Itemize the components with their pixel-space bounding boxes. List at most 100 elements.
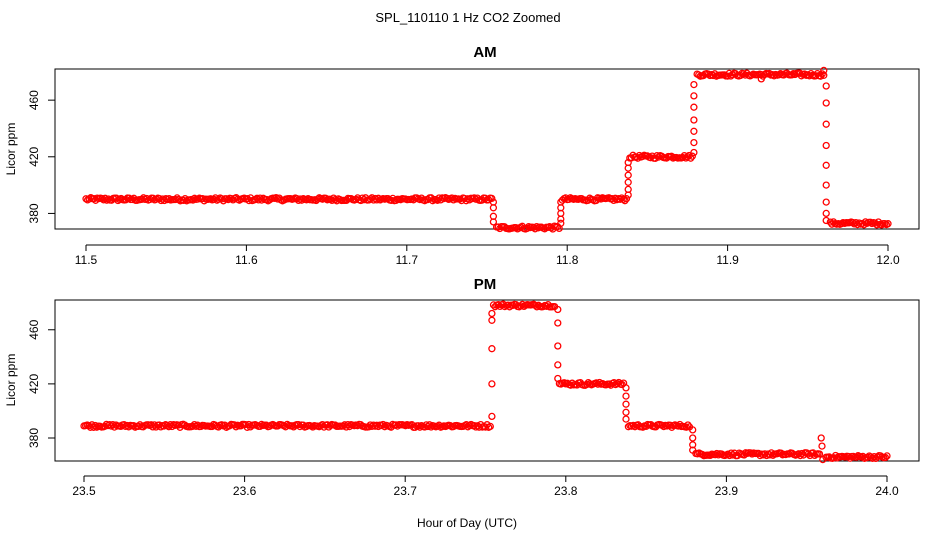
am-data-point xyxy=(822,99,830,107)
am-data-point xyxy=(822,141,830,150)
pm-data-point xyxy=(622,415,630,423)
pm-data-point xyxy=(294,420,303,429)
am-data-point xyxy=(687,154,695,162)
pm-x-tick-label: 23.8 xyxy=(554,484,578,498)
pm-y-tick-label: 380 xyxy=(27,428,41,448)
am-data-point xyxy=(690,92,698,100)
am-x-axis: 11.5 11.6 11.7 11.8 11.9 12.0 xyxy=(75,244,900,267)
am-data-point xyxy=(770,72,778,80)
am-x-tick-label: 11.7 xyxy=(396,253,419,267)
pm-data-point xyxy=(684,421,692,429)
am-data-point xyxy=(533,222,541,231)
am-data-point xyxy=(653,152,661,160)
am-data-point xyxy=(822,120,830,128)
am-data-point xyxy=(103,196,111,204)
am-data-point xyxy=(679,153,687,162)
pm-data-point xyxy=(804,450,812,458)
pm-data-point xyxy=(622,408,630,416)
pm-data-point xyxy=(554,374,562,383)
am-data-point xyxy=(189,196,197,204)
am-data-point xyxy=(646,154,655,162)
pm-data-point xyxy=(713,449,721,458)
am-data-point xyxy=(489,204,498,212)
am-x-tick-label: 11.9 xyxy=(716,253,739,267)
pm-data-point xyxy=(706,451,714,460)
am-data-point xyxy=(822,82,830,90)
am-data-point xyxy=(256,194,264,202)
am-data-point xyxy=(322,194,330,202)
am-data-point xyxy=(690,103,698,111)
am-data-point xyxy=(298,196,306,204)
x-axis-label: Hour of Day (UTC) xyxy=(417,516,517,530)
pm-y-axis-label: Licor ppm xyxy=(4,354,18,407)
am-data-point xyxy=(788,71,796,79)
am-data-point xyxy=(624,171,632,179)
figure-title: SPL_110110 1 Hz CO2 Zoomed xyxy=(375,10,560,25)
am-y-tick-label: 380 xyxy=(27,203,41,223)
pm-data-point xyxy=(622,392,630,400)
pm-data-point xyxy=(815,450,824,458)
am-data-point xyxy=(456,195,464,203)
am-panel: AM Licor ppm 11.5 11.6 11.7 11.8 11.9 12.0 38… xyxy=(4,44,920,267)
pm-panel: PM Licor ppm 23.5 23.6 23.7 23.8 23.9 24.0 38… xyxy=(4,276,920,498)
am-y-tick-label: 460 xyxy=(27,90,41,110)
am-data-point xyxy=(728,70,737,79)
pm-y-axis: 380 420 460 xyxy=(27,319,56,448)
pm-y-tick-label: 460 xyxy=(27,319,41,339)
am-data-point xyxy=(739,70,748,78)
am-data-point xyxy=(624,178,632,186)
am-panel-title: AM xyxy=(473,44,496,61)
am-plot-frame xyxy=(54,68,920,230)
pm-panel-title: PM xyxy=(474,276,497,293)
am-data-point xyxy=(621,197,629,205)
pm-data-point xyxy=(868,454,877,462)
pm-data-point xyxy=(622,400,630,408)
pm-data-point xyxy=(489,301,498,309)
am-data-point xyxy=(822,161,830,169)
pm-data-point xyxy=(416,423,424,431)
pm-data-point xyxy=(494,300,502,309)
am-data-point xyxy=(690,116,698,124)
pm-data-point xyxy=(610,379,618,387)
am-data-point xyxy=(820,71,828,79)
pm-data-point xyxy=(554,342,562,350)
am-data-point xyxy=(690,148,698,157)
am-data-point xyxy=(690,127,698,135)
pm-data-point xyxy=(488,345,496,353)
am-data-point xyxy=(624,185,632,194)
am-data-point xyxy=(429,197,437,205)
pm-data-point xyxy=(488,380,496,388)
pm-data-point xyxy=(554,305,562,314)
am-data-point xyxy=(667,152,676,160)
am-data-point xyxy=(624,158,632,167)
am-data-point xyxy=(822,181,830,189)
am-data-point xyxy=(690,138,698,147)
am-data-point xyxy=(688,152,696,160)
pm-x-axis: 23.5 23.6 23.7 23.8 23.9 24.0 xyxy=(72,475,899,498)
am-data-point xyxy=(822,198,830,206)
pm-data-point xyxy=(818,442,826,450)
am-x-tick-label: 11.6 xyxy=(235,253,258,267)
am-data-point xyxy=(884,220,892,228)
pm-data-point xyxy=(168,422,176,431)
pm-data-point xyxy=(689,426,697,434)
pm-data-point xyxy=(488,309,496,318)
am-data-point xyxy=(822,216,830,225)
pm-x-tick-label: 23.9 xyxy=(715,484,739,498)
pm-data-point xyxy=(622,384,630,392)
pm-data-point xyxy=(232,423,240,431)
pm-data-point xyxy=(554,361,562,369)
am-data-point xyxy=(619,195,627,204)
pm-data-point xyxy=(517,302,525,310)
am-y-axis: 380 420 460 xyxy=(27,90,56,223)
pm-data-point xyxy=(689,446,697,454)
pm-data-point xyxy=(817,434,825,442)
am-data-point xyxy=(206,195,215,203)
am-x-tick-label: 11.5 xyxy=(75,253,98,267)
pm-plot-frame xyxy=(54,299,920,462)
am-y-axis-label: Licor ppm xyxy=(4,123,18,176)
am-data-point xyxy=(85,195,93,203)
am-data-point xyxy=(820,66,828,75)
am-data-point xyxy=(557,198,565,206)
